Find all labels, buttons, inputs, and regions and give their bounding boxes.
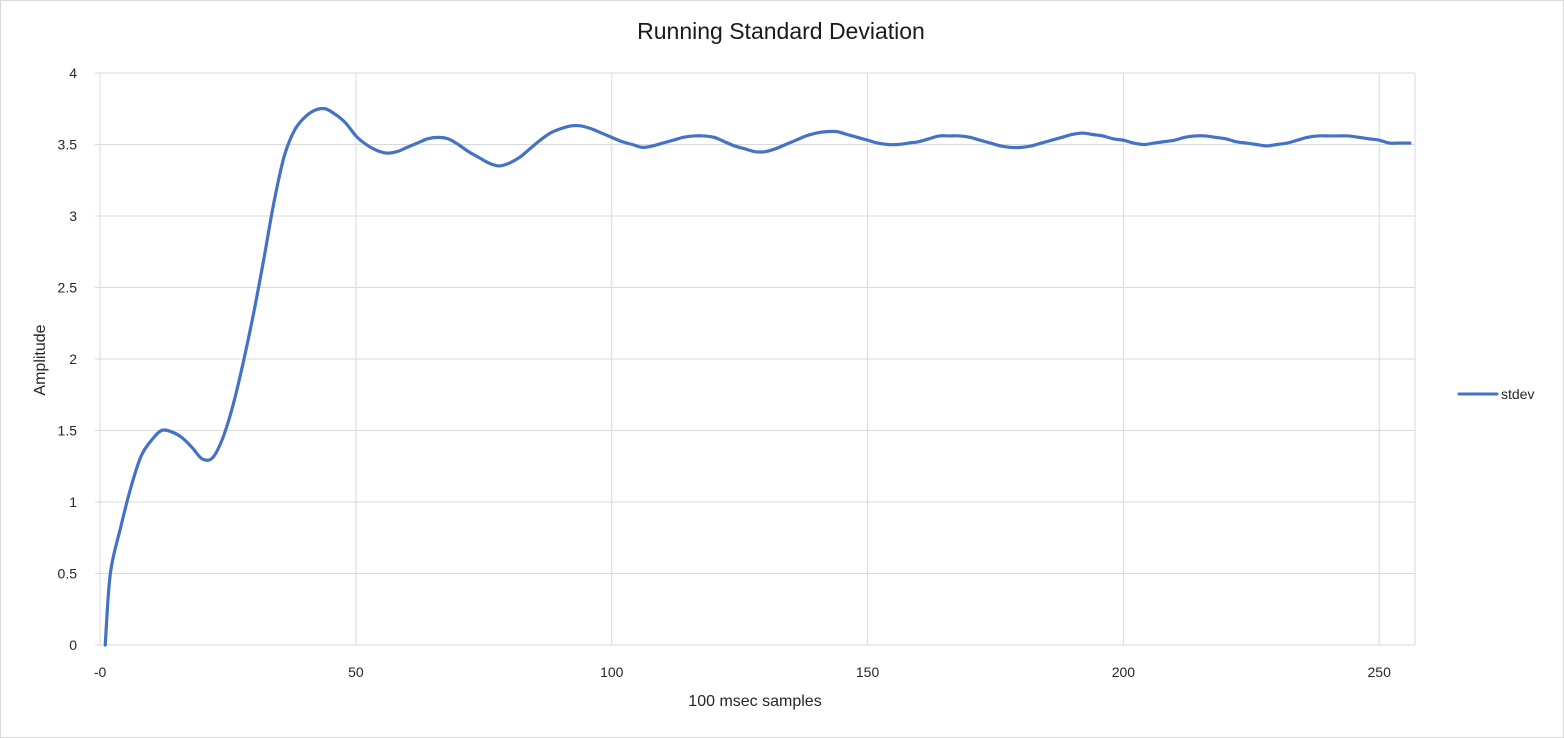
x-tick-label: 200	[1112, 664, 1136, 680]
legend-label-stdev: stdev	[1501, 386, 1534, 402]
y-tick-label: 2.5	[58, 280, 78, 296]
series-layer	[103, 106, 1412, 647]
x-tick-label: 100	[600, 664, 624, 680]
x-tick-label: 50	[348, 664, 364, 680]
y-tick-label: 1.5	[58, 423, 78, 439]
y-tick-label: 2	[69, 351, 77, 367]
x-axis-label: 100 msec samples	[688, 693, 821, 710]
tick-labels: 0 0.5 1 1.5 2 2.5 3 3.5 4 -0 50 100 150 200 250	[58, 65, 1392, 680]
y-tick-label: 3	[69, 208, 77, 224]
y-tick-label: 0	[69, 637, 77, 653]
x-tick-label: 250	[1368, 664, 1392, 680]
chart-title: Running Standard Deviation	[637, 18, 925, 44]
y-tick-label: 3.5	[58, 137, 78, 153]
y-tick-label: 0.5	[58, 566, 78, 582]
gridlines	[95, 72, 1416, 646]
x-tick-label: 150	[856, 664, 880, 680]
legend: stdev	[1457, 386, 1534, 402]
y-axis-label: Amplitude	[32, 324, 49, 395]
y-tick-label: 4	[69, 65, 77, 81]
x-tick-label: -0	[94, 664, 107, 680]
series-line-stdev	[103, 106, 1412, 647]
y-tick-label: 1	[69, 494, 77, 510]
